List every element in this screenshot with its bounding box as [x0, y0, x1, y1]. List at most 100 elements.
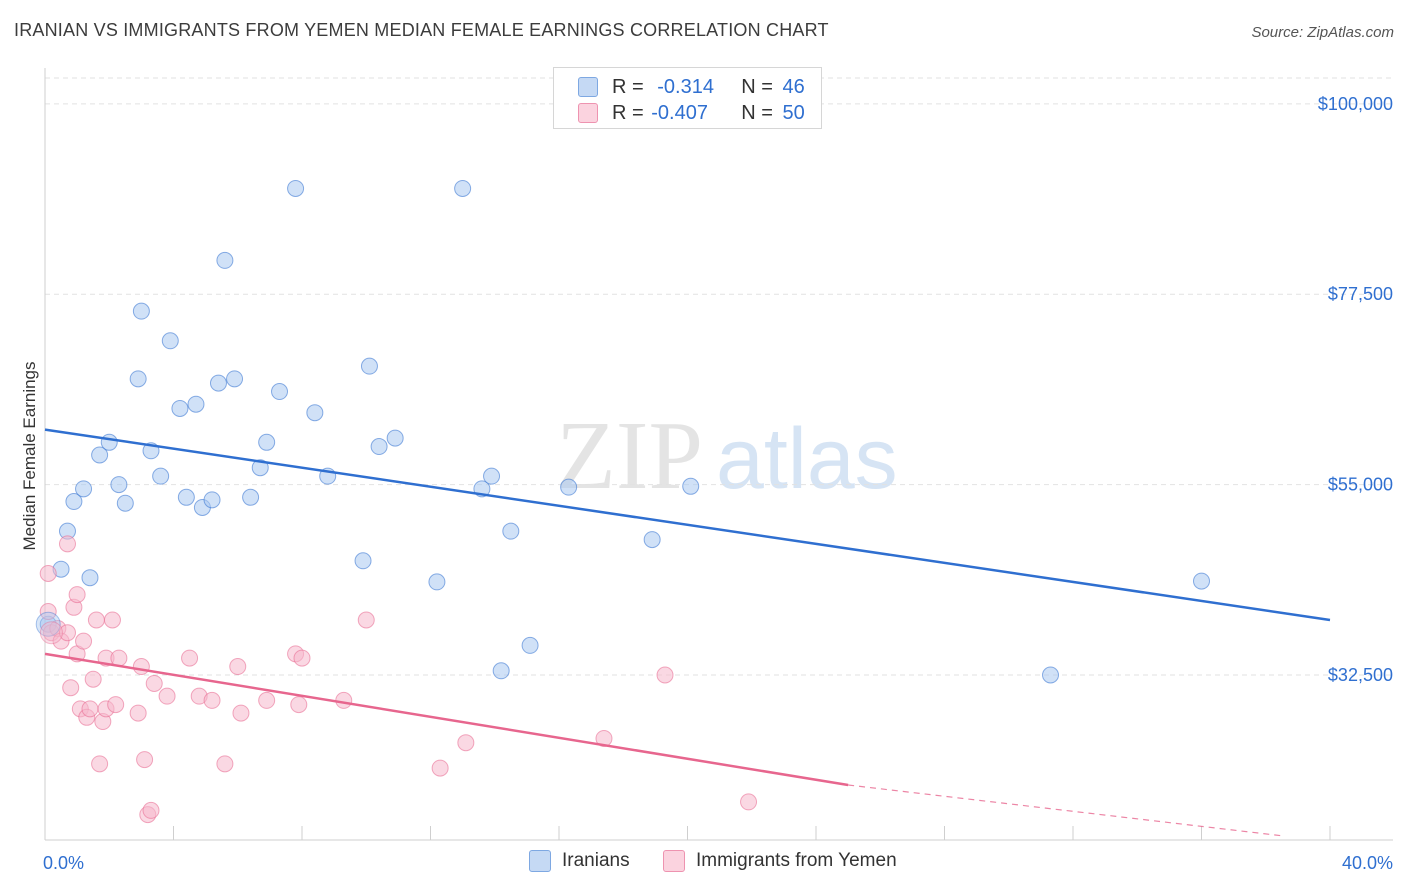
point-yemen — [132, 658, 150, 676]
point-yemen — [595, 729, 613, 747]
point-iranians — [502, 522, 520, 540]
point-iranians — [242, 488, 260, 506]
legend-swatch-iranians — [578, 77, 598, 97]
x-tick-label-left: 0.0% — [43, 853, 84, 873]
point-yemen — [293, 649, 311, 667]
point-iranians — [75, 480, 93, 498]
point-yemen — [58, 535, 76, 553]
point-iranians — [187, 395, 205, 413]
point-yemen — [740, 793, 758, 811]
y-tick-label: $77,500 — [1328, 284, 1393, 304]
point-yemen — [136, 751, 154, 769]
point-yemen — [75, 632, 93, 650]
point-iranians — [110, 476, 128, 494]
legend-row-yemen: R = -0.407 N = 50 — [578, 101, 805, 125]
legend-label-yemen: Immigrants from Yemen — [696, 850, 897, 871]
point-yemen — [181, 649, 199, 667]
point-iranians — [177, 488, 195, 506]
point-yemen — [81, 700, 99, 718]
point-yemen — [39, 564, 57, 582]
point-yemen — [656, 666, 674, 684]
legend-r-value: -0.407 — [651, 101, 708, 124]
point-iranians — [560, 478, 578, 496]
point-yemen — [39, 603, 57, 621]
point-yemen — [145, 674, 163, 692]
point-iranians — [306, 404, 324, 422]
point-iranians — [287, 179, 305, 197]
source-label: Source: ZipAtlas.com — [1251, 24, 1394, 41]
legend-r-value: -0.314 — [657, 75, 714, 98]
point-yemen — [457, 734, 475, 752]
legend-swatch-yemen — [663, 850, 685, 872]
point-yemen — [107, 696, 125, 714]
gridlines — [45, 77, 1393, 676]
point-iranians — [216, 251, 234, 269]
point-iranians — [91, 446, 109, 464]
chart-title: IRANIAN VS IMMIGRANTS FROM YEMEN MEDIAN … — [14, 20, 829, 40]
point-yemen — [129, 704, 147, 722]
point-iranians — [1193, 572, 1210, 590]
legend-label-iranians: Iranians — [562, 850, 630, 871]
point-iranians — [271, 383, 289, 401]
point-iranians — [226, 370, 244, 388]
legend-n-value: 46 — [782, 75, 805, 98]
point-iranians — [454, 179, 472, 197]
y-axis-label: Median Female Earnings — [20, 362, 39, 551]
point-iranians — [360, 357, 378, 375]
correlation-legend: R = -0.314 N = 46 R = -0.407 N = 50 — [553, 67, 822, 129]
legend-swatch-yemen — [578, 103, 598, 123]
point-iranians — [129, 370, 147, 388]
point-yemen — [84, 670, 102, 688]
point-yemen — [103, 611, 121, 629]
series-legend: Iranians Immigrants from Yemen — [0, 850, 1406, 878]
point-yemen — [335, 691, 353, 709]
y-tick-label: $55,000 — [1328, 475, 1393, 495]
point-iranians — [65, 493, 83, 511]
point-yemen — [203, 691, 221, 709]
point-yemen — [431, 759, 449, 777]
legend-item-iranians[interactable]: Iranians — [529, 850, 630, 872]
point-yemen — [290, 696, 308, 714]
watermark-zip: ZIP — [556, 402, 703, 510]
point-iranians — [643, 531, 661, 549]
point-yemen — [110, 649, 128, 667]
point-iranians — [386, 429, 404, 447]
point-yemen — [39, 621, 63, 645]
legend-n-label: N = — [741, 75, 779, 98]
x-tick-label-right: 40.0% — [1342, 853, 1393, 873]
point-yemen — [232, 704, 250, 722]
point-yemen — [62, 679, 80, 697]
legend-r-label: R = — [612, 75, 650, 98]
point-iranians — [35, 611, 61, 637]
legend-n-label: N = — [741, 101, 779, 124]
point-yemen — [91, 755, 109, 773]
point-iranians — [251, 459, 269, 477]
point-yemen — [258, 691, 276, 709]
legend-item-yemen[interactable]: Immigrants from Yemen — [663, 850, 897, 872]
point-iranians — [152, 467, 170, 485]
point-yemen — [58, 624, 76, 642]
point-iranians — [492, 662, 510, 680]
legend-n-value: 50 — [782, 101, 805, 124]
watermark: ZIP atlas — [556, 402, 898, 510]
point-yemen — [158, 687, 176, 705]
point-iranians — [100, 433, 118, 451]
trend-line-iranians — [44, 428, 1331, 622]
point-yemen — [142, 801, 160, 819]
point-iranians — [521, 636, 539, 654]
legend-swatch-iranians — [529, 850, 551, 872]
point-iranians — [132, 302, 150, 320]
point-iranians — [161, 332, 179, 350]
point-iranians — [258, 433, 276, 451]
y-tick-label: $100,000 — [1318, 94, 1393, 114]
axes — [44, 68, 1393, 841]
point-yemen — [216, 755, 234, 773]
point-iranians — [1042, 666, 1060, 684]
point-yemen — [357, 611, 375, 629]
trend-lines — [44, 428, 1331, 837]
trend-line-yemen-extension — [848, 784, 1282, 837]
point-iranians — [171, 399, 189, 417]
point-iranians — [209, 374, 227, 392]
point-iranians — [203, 491, 221, 509]
